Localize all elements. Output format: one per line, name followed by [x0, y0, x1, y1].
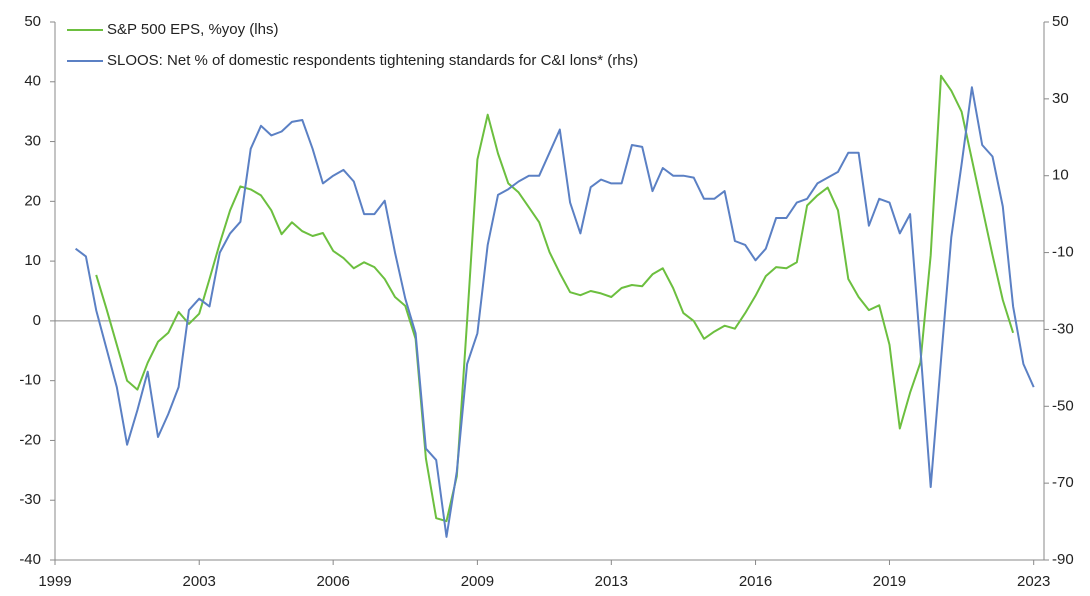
y2-tick-label: 30: [1052, 90, 1069, 107]
y2-tick-label: 10: [1052, 167, 1069, 184]
y-tick-label: -20: [19, 431, 41, 448]
x-tick-label: 2019: [873, 573, 906, 590]
x-tick-label: 2003: [183, 573, 216, 590]
y2-tick-label: -10: [1052, 244, 1074, 261]
y-tick-label: -10: [19, 372, 41, 389]
x-tick-label: 2013: [595, 573, 628, 590]
y2-tick-label: -50: [1052, 397, 1074, 414]
y-tick-label: 20: [24, 192, 41, 209]
y-tick-label: 30: [24, 133, 41, 150]
x-tick-label: 1999: [38, 573, 71, 590]
y-tick-label: 0: [33, 312, 41, 329]
y2-tick-label: 50: [1052, 13, 1069, 30]
y-tick-label: -30: [19, 491, 41, 508]
x-tick-label: 2009: [461, 573, 494, 590]
series-line: [95, 74, 1015, 523]
y2-tick-label: -30: [1052, 320, 1074, 337]
y-tick-label: 40: [24, 73, 41, 90]
legend-label: SLOOS: Net % of domestic respondents tig…: [107, 52, 638, 69]
y2-tick-label: -90: [1052, 551, 1074, 568]
y-tick-label: 10: [24, 252, 41, 269]
x-tick-label: 2006: [316, 573, 349, 590]
series-line: [75, 86, 1035, 538]
x-tick-label: 2023: [1017, 573, 1050, 590]
legend-label: S&P 500 EPS, %yoy (lhs): [107, 21, 278, 38]
y-tick-label: 50: [24, 13, 41, 30]
y2-tick-label: -70: [1052, 474, 1074, 491]
x-tick-label: 2016: [739, 573, 772, 590]
y-tick-label: -40: [19, 551, 41, 568]
